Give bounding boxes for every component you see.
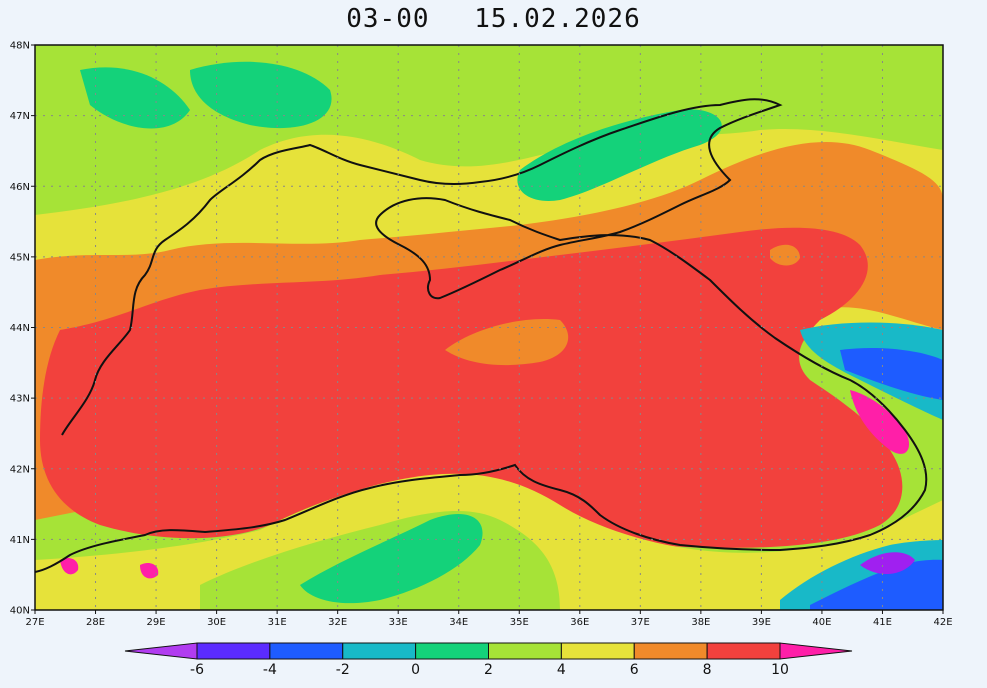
lat-tick-label: 46N [10, 182, 30, 193]
colorbar-segment [342, 642, 417, 660]
lat-tick-label: 45N [10, 252, 30, 263]
lon-tick-label: 29E [147, 617, 166, 628]
lat-tick-label: 42N [10, 464, 30, 475]
colorbar-label: 10 [771, 662, 789, 678]
colorbar-label: -2 [336, 662, 350, 678]
colorbar-segment [196, 642, 271, 660]
longitude-labels: 27E 28E 29E 30E 31E 32E 33E 34E 35E 36E 37E 38E 39E 4… [25, 610, 953, 628]
lon-tick-label: 39E [752, 617, 771, 628]
lon-tick-label: 37E [631, 617, 650, 628]
colorbar-segment [488, 642, 562, 660]
lon-tick-label: 41E [873, 617, 892, 628]
colorbar-over-arrow [779, 642, 853, 660]
lon-tick-label: 40E [812, 617, 831, 628]
lon-tick-label: 38E [691, 617, 710, 628]
lon-tick-label: 31E [268, 617, 287, 628]
title-time: 03-00 [346, 4, 430, 34]
lon-tick-label: 33E [389, 617, 408, 628]
lat-tick-label: 47N [10, 111, 30, 122]
lat-tick-label: 44N [10, 323, 30, 334]
colorbar-segment [706, 642, 781, 660]
lat-tick-label: 41N [10, 535, 30, 546]
lon-tick-label: 32E [328, 617, 347, 628]
lat-tick-label: 48N [10, 41, 30, 52]
lon-tick-label: 35E [510, 617, 529, 628]
colorbar-label: 8 [703, 662, 712, 678]
coastline [35, 98, 928, 573]
colorbar-label: -6 [190, 662, 204, 678]
lon-tick-label: 30E [207, 617, 226, 628]
lon-tick-label: 36E [570, 617, 589, 628]
colorbar-label: -4 [263, 662, 277, 678]
colorbar-label: 2 [484, 662, 493, 678]
lon-tick-label: 28E [86, 617, 105, 628]
colorbar-label: 0 [411, 662, 420, 678]
temperature-field [35, 45, 943, 610]
colorbar-segment [415, 642, 489, 660]
title-date: 15.02.2026 [474, 4, 641, 34]
lat-tick-label: 43N [10, 394, 30, 405]
colorbar-segment [633, 642, 708, 660]
colorbar-label: 6 [630, 662, 639, 678]
lon-tick-label: 34E [449, 617, 468, 628]
colorbar-under-arrow [124, 642, 198, 660]
colorbar-segment [560, 642, 635, 660]
colorbar-segment [269, 642, 344, 660]
colorbar: -6 -4 -2 0 2 4 6 8 10 [124, 642, 853, 678]
lat-tick-label: 40N [10, 606, 30, 617]
map-title: 03-00 15.02.2026 [0, 4, 987, 34]
colorbar-label: 4 [557, 662, 566, 678]
latitude-labels: 40N 41N 42N 43N 44N 45N 46N 47N 48N [10, 41, 35, 617]
lon-tick-label: 27E [25, 617, 44, 628]
lon-tick-label: 42E [933, 617, 952, 628]
